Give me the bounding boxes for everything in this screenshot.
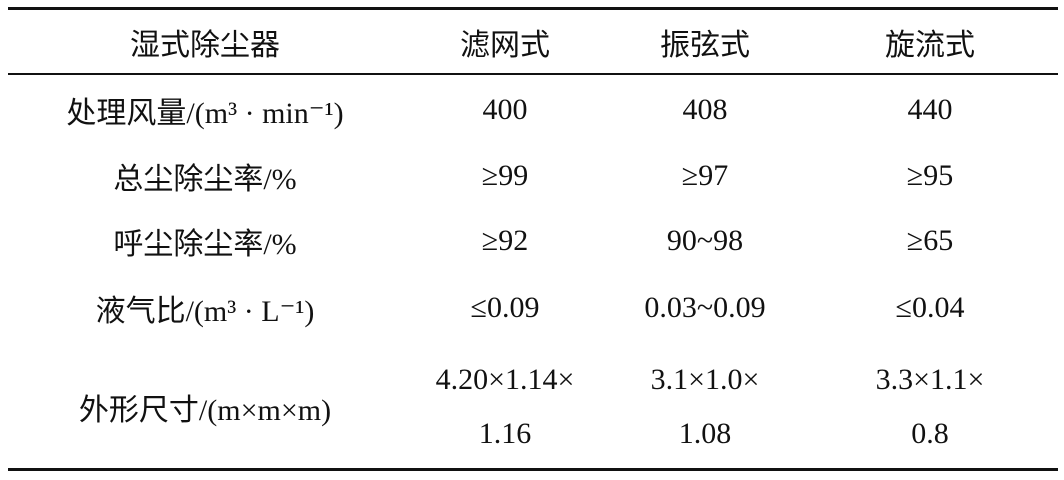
cell-line: 4.20×1.14× <box>435 363 575 396</box>
cell: ≥92 <box>481 224 529 257</box>
cell: 400 <box>482 93 528 126</box>
row-label: 处理风量/(m³ · min⁻¹) <box>66 97 344 130</box>
cell-line: 1.08 <box>678 417 732 450</box>
row-label: 总尘除尘率/% <box>113 163 297 196</box>
cell-line: 0.8 <box>911 417 949 450</box>
row-label: 外形尺寸/(m×m×m) <box>78 394 332 427</box>
cell-line: 3.1×1.0× <box>650 363 760 396</box>
cell: 0.03~0.09 <box>644 291 766 324</box>
cell-line: 3.3×1.1× <box>875 363 985 396</box>
header-cell: 振弦式 <box>660 29 750 62</box>
cell: 408 <box>682 93 728 126</box>
cell-line: 1.16 <box>478 417 532 450</box>
cell: ≤0.09 <box>470 291 540 324</box>
row-label: 液气比/(m³ · L⁻¹) <box>95 295 315 328</box>
header-cell: 滤网式 <box>460 29 550 62</box>
header-rule <box>8 73 1058 75</box>
bottom-rule <box>8 468 1058 471</box>
header-cell: 湿式除尘器 <box>130 29 280 62</box>
cell: 90~98 <box>666 224 744 257</box>
header-cell: 旋流式 <box>885 29 975 62</box>
cell: ≥97 <box>681 159 729 192</box>
top-rule <box>8 7 1058 10</box>
cell: ≥99 <box>481 159 529 192</box>
cell: ≥95 <box>906 159 954 192</box>
cell: ≤0.04 <box>895 291 965 324</box>
cell: ≥65 <box>906 224 954 257</box>
cell: 440 <box>907 93 953 126</box>
row-label: 呼尘除尘率/% <box>113 228 297 261</box>
